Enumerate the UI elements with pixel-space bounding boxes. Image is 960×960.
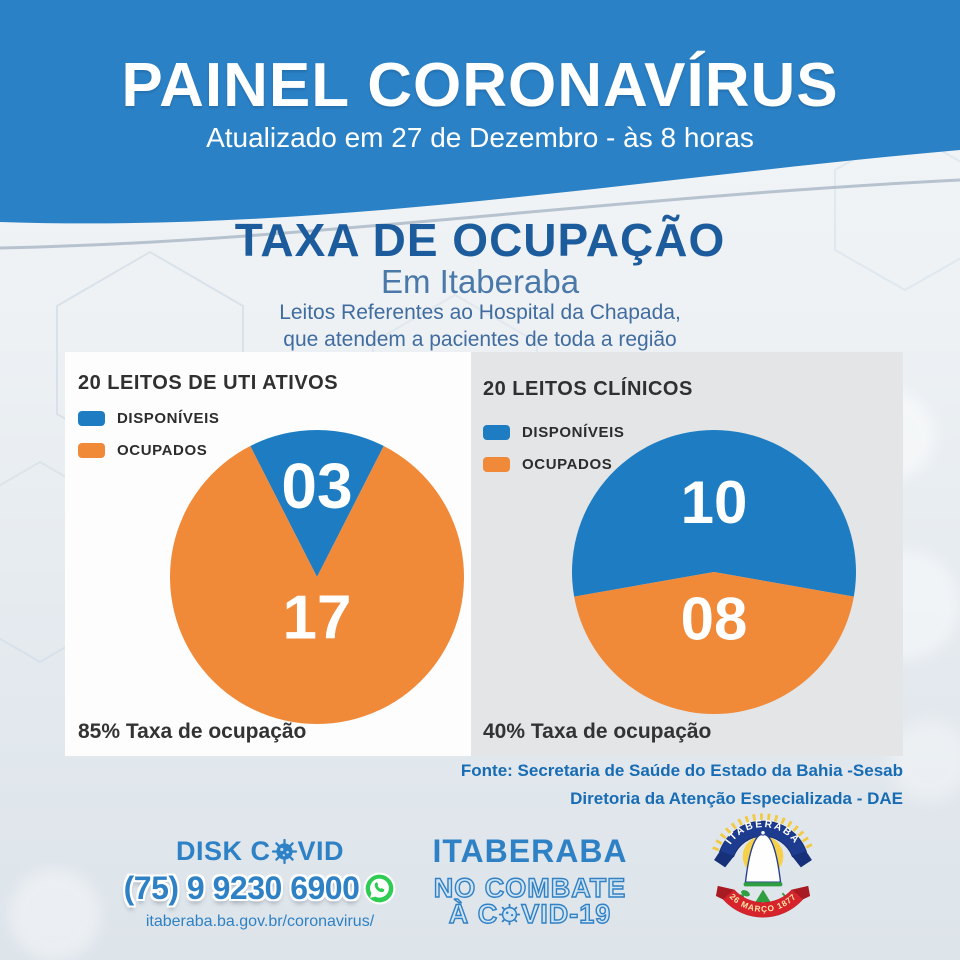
- pie-slice: [572, 429, 856, 597]
- legend-label-ocupados: OCUPADOS: [522, 456, 613, 473]
- crest-ribbon-fold: [791, 885, 811, 900]
- crest-leaf: [741, 890, 750, 897]
- uti-card-title: 20 LEITOS DE UTI ATIVOS: [78, 372, 339, 394]
- phone-row: (75) 9 9230 6900: [110, 870, 410, 907]
- uti-beds-card: 20 LEITOS DE UTI ATIVOS DISPONÍVEIS OCUP…: [65, 352, 471, 756]
- legend-label-disponiveis: DISPONÍVEIS: [522, 424, 625, 441]
- phone-number: (75) 9 9230 6900: [123, 870, 360, 906]
- uti-occupancy-label: 85% Taxa de ocupação: [78, 720, 307, 743]
- virus-watermark: [10, 870, 100, 960]
- disk-covid-title: DISK C VID: [110, 836, 410, 867]
- legend-swatch-disponiveis: [78, 411, 105, 426]
- legend-swatch-disponiveis: [483, 425, 510, 440]
- clinical-beds-card: 20 LEITOS CLÍNICOS DISPONÍVEIS OCUPADOS …: [471, 352, 903, 756]
- pie-value-label: 08: [681, 585, 748, 652]
- campaign-line3: À C VID-19: [410, 899, 650, 929]
- crest-ribbon-fold: [715, 885, 735, 900]
- pie-value-label: 03: [281, 450, 352, 522]
- legend-item-disponiveis: DISPONÍVEIS: [483, 424, 624, 441]
- pie-slice: [250, 429, 384, 577]
- virus-icon: [271, 838, 297, 865]
- clinic-pie-chart: 10 08: [572, 429, 856, 714]
- crest-bell-knob: [760, 829, 766, 836]
- section-description-line2: que atendem a pacientes de toda a região: [283, 328, 677, 351]
- source-line2: Diretoria da Atenção Especializada - DAE: [570, 789, 903, 808]
- crest-banner-fold: [792, 851, 812, 868]
- disk-covid-text-pre: DISK C: [175, 836, 271, 866]
- legend-swatch-ocupados: [483, 457, 510, 472]
- header-wave-line: [0, 178, 960, 250]
- page-title: PAINEL CORONAVÍRUS: [121, 51, 839, 120]
- section-location: Em Itaberaba: [380, 263, 580, 300]
- header-blue-wave: [0, 0, 960, 224]
- pie-value-label: 17: [283, 584, 352, 653]
- data-source: Fonte: Secretaria de Saúde do Estado da …: [461, 757, 903, 813]
- campaign-block: ITABERABA NO COMBATE À C VID-19: [410, 833, 650, 929]
- campaign-city: ITABERABA: [432, 833, 628, 869]
- campaign-line2: NO COMBATE: [433, 873, 627, 903]
- crest-sun-rays: [712, 813, 814, 852]
- pie-value-label: 10: [681, 469, 748, 536]
- virus-icon: [499, 903, 521, 926]
- pie-slice: [574, 572, 854, 714]
- header-band: [0, 0, 960, 250]
- itaberaba-crest: ITABERABA 26 MARÇO 1877: [712, 813, 814, 918]
- update-timestamp: Atualizado em 27 de Dezembro - às 8 hora…: [206, 122, 754, 153]
- crest-banner-fold: [714, 851, 734, 868]
- source-line1: Fonte: Secretaria de Saúde do Estado da …: [460, 761, 903, 780]
- disk-covid-block: DISK C VID (75) 9 9230 6900 itaberaba.ba.…: [110, 836, 410, 931]
- legend-item-disponiveis: DISPONÍVEIS: [78, 410, 219, 427]
- clinic-occupancy-label: 40% Taxa de ocupação: [483, 720, 712, 743]
- website-url: itaberaba.ba.gov.br/coronavirus/: [145, 913, 375, 930]
- campaign-line3-pre: À C: [448, 899, 499, 929]
- legend-label-disponiveis: DISPONÍVEIS: [117, 410, 220, 427]
- crest-ground: [743, 882, 783, 887]
- legend-swatch-ocupados: [78, 443, 105, 458]
- crest-ribbon: [722, 889, 804, 918]
- disk-covid-text-post: VID: [297, 836, 345, 866]
- legend-item-ocupados: OCUPADOS: [483, 456, 612, 473]
- crest-banner: [719, 820, 807, 858]
- uti-pie-chart: 03 17: [170, 429, 465, 724]
- whatsapp-icon: [363, 872, 396, 905]
- section-title: TAXA DE OCUPAÇÃO: [234, 214, 726, 266]
- campaign-line3-post: VID-19: [521, 899, 612, 929]
- section-description-line1: Leitos Referentes ao Hospital da Chapada…: [279, 301, 681, 324]
- clinic-card-title: 20 LEITOS CLÍNICOS: [483, 378, 693, 400]
- pie-slice: [170, 446, 465, 724]
